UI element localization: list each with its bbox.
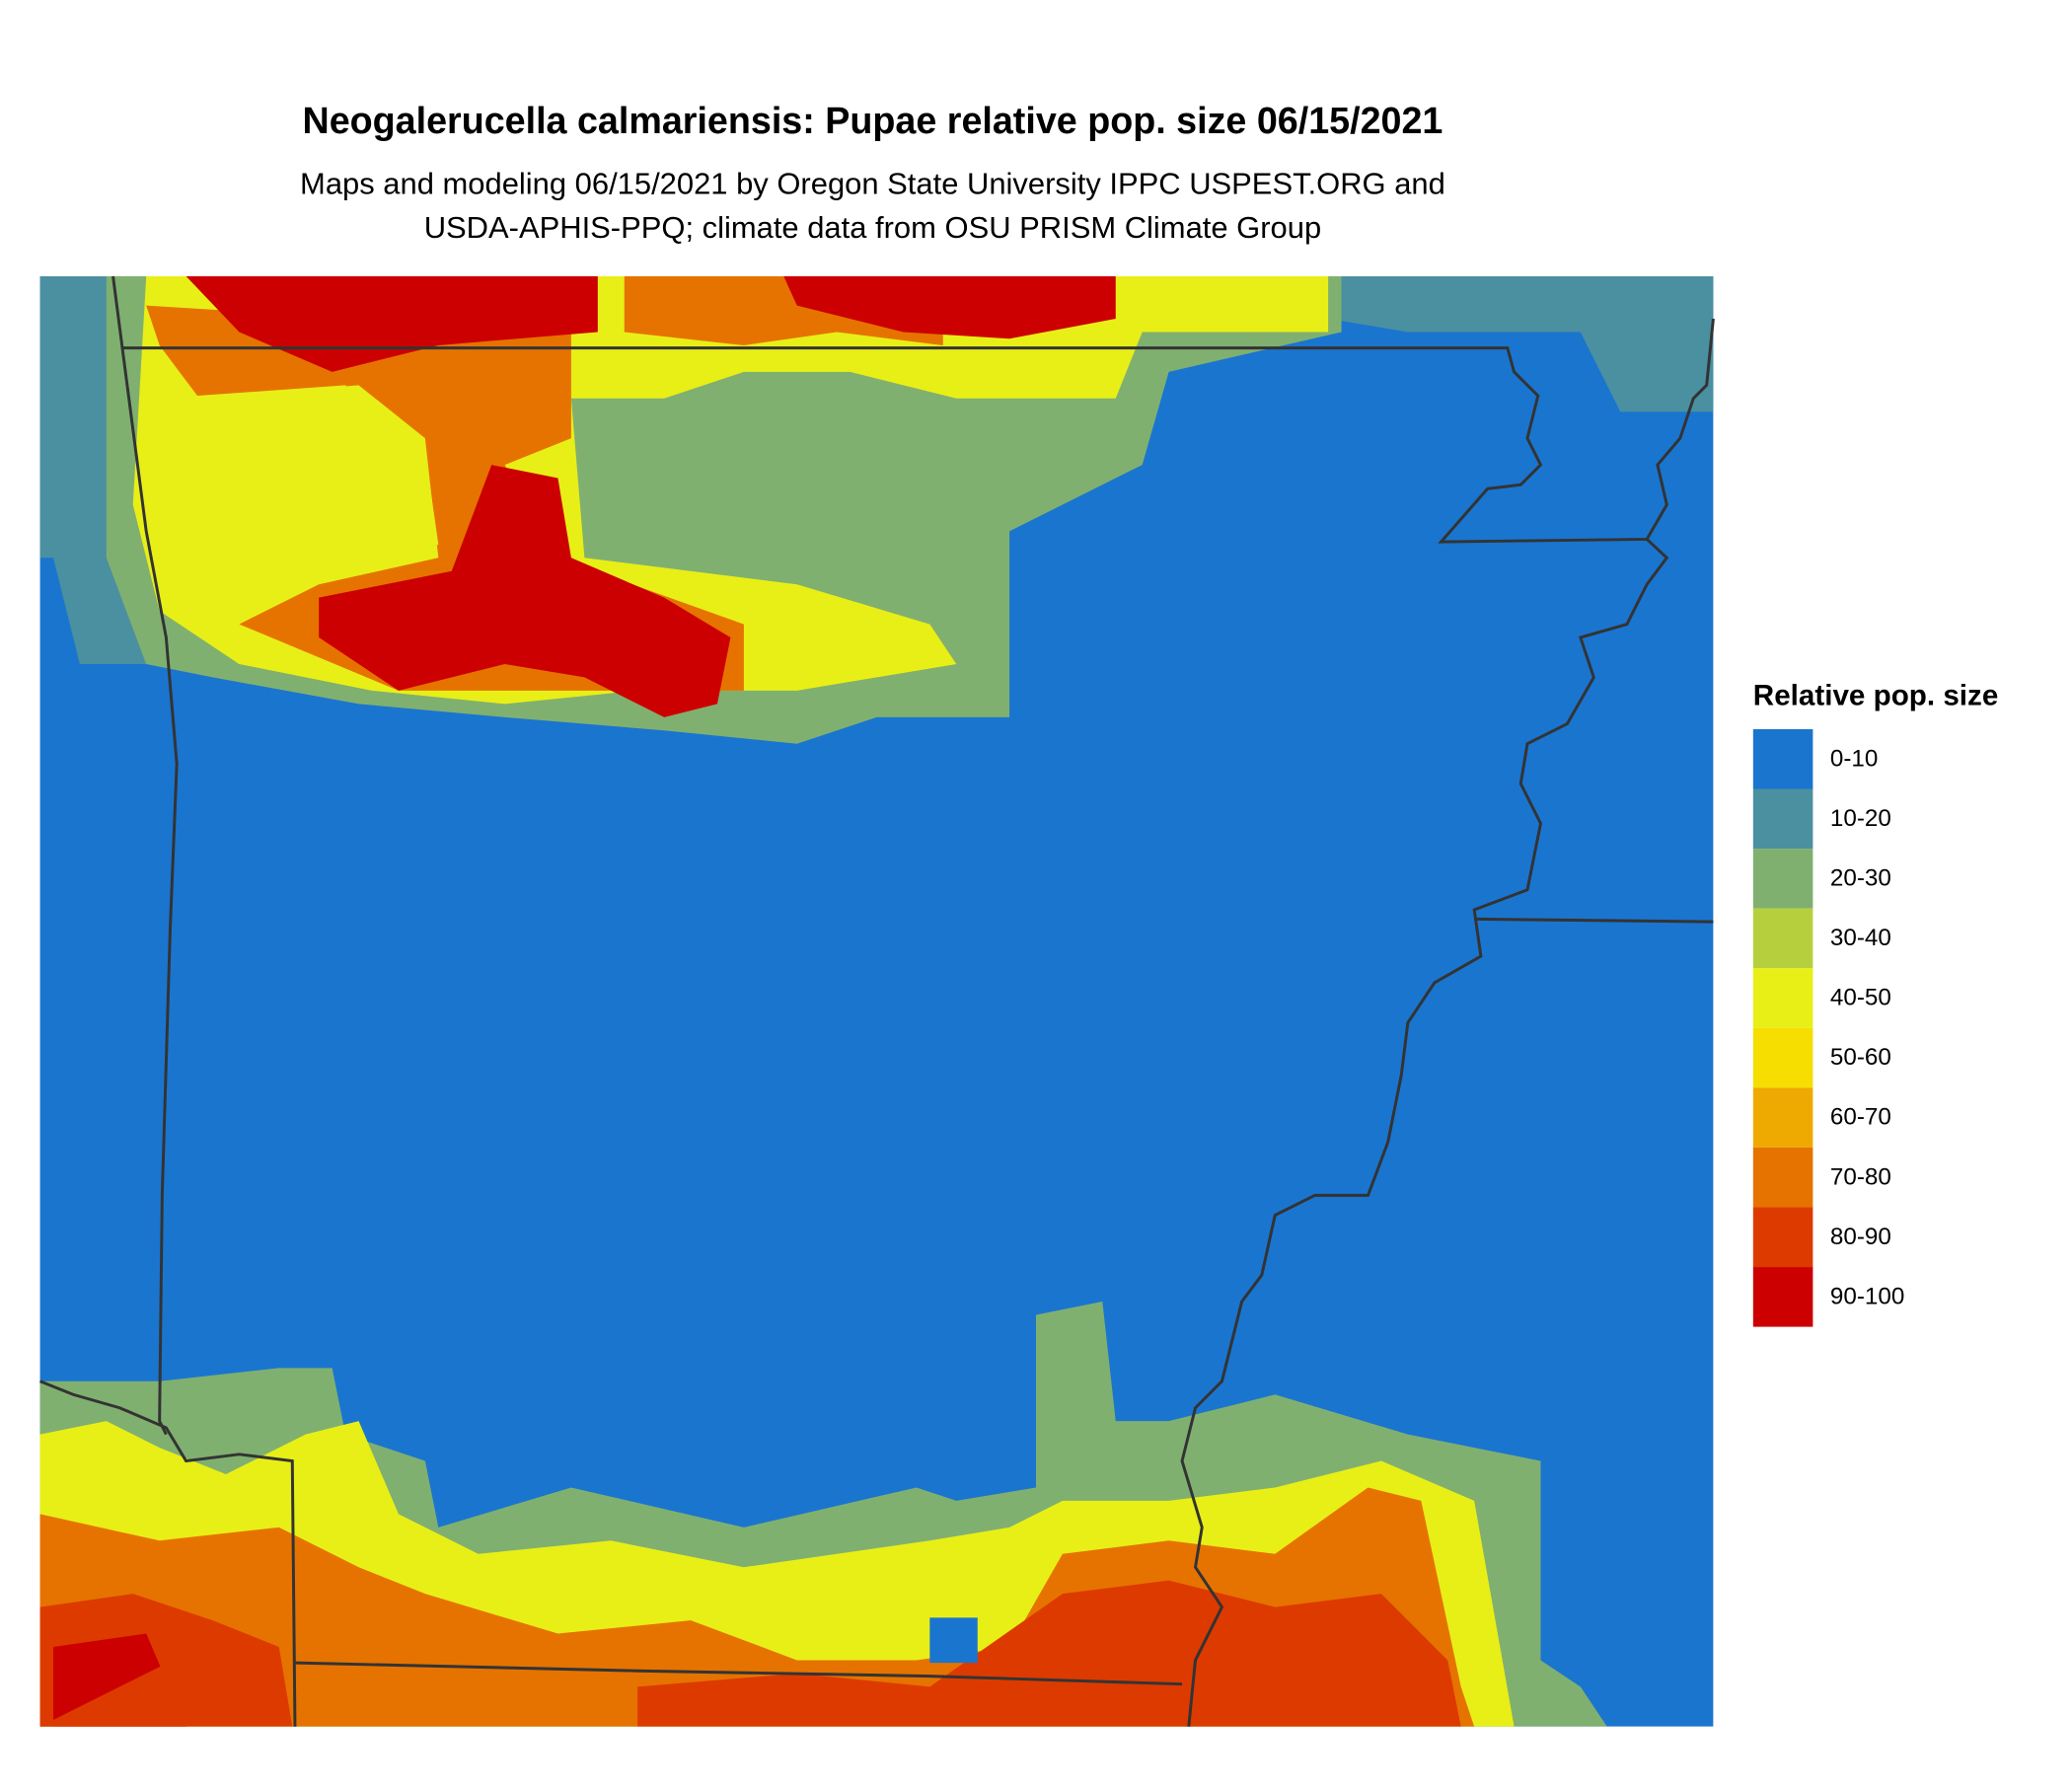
state-boundaries — [38, 275, 1715, 1727]
legend-label: 30-40 — [1830, 925, 1891, 951]
legend-swatch — [1752, 1207, 1813, 1268]
legend-swatch — [1752, 908, 1813, 969]
legend-title: Relative pop. size — [1753, 679, 1998, 711]
legend-swatch — [1752, 1027, 1813, 1088]
subtitle: USDA-APHIS-PPQ; climate data from OSU PR… — [424, 210, 1321, 245]
region — [929, 1617, 978, 1664]
legend-swatch — [1752, 1267, 1813, 1327]
state-line — [1474, 917, 1714, 924]
region — [39, 1660, 186, 1727]
region — [783, 275, 1116, 339]
legend-swatch — [1752, 849, 1813, 909]
legend-label: 70-80 — [1830, 1163, 1891, 1190]
legend-swatch — [1752, 1147, 1813, 1208]
legend-label: 60-70 — [1830, 1104, 1891, 1131]
region — [159, 385, 439, 585]
legend-swatch — [1752, 788, 1813, 850]
legend-label: 20-30 — [1830, 864, 1891, 891]
state-line — [294, 1661, 1183, 1686]
region — [1328, 275, 1714, 412]
state-line — [1180, 538, 1669, 1727]
legend-label: 0-10 — [1830, 745, 1878, 772]
title: Neogalerucella calmariensis: Pupae relat… — [303, 100, 1443, 141]
region — [319, 465, 731, 717]
subtitle: Maps and modeling 06/15/2021 by Oregon S… — [300, 167, 1445, 201]
state-line — [120, 347, 179, 1436]
map-raster — [39, 275, 1714, 1727]
legend-swatch — [1752, 1087, 1813, 1148]
state-line — [111, 275, 1715, 544]
legend-label: 40-50 — [1830, 985, 1891, 1011]
legend-label: 80-90 — [1830, 1224, 1891, 1250]
legend: 0-10 10-20 20-30 30-40 40-50 50-60 60-70 70-80 8… — [1752, 728, 1904, 1327]
legend-label: 50-60 — [1830, 1044, 1891, 1071]
legend-swatch — [1752, 728, 1813, 789]
state-line — [38, 1379, 297, 1727]
legend-swatch — [1752, 968, 1813, 1028]
legend-label: 10-20 — [1830, 805, 1891, 832]
region — [637, 1580, 1461, 1727]
legend-label: 90-100 — [1830, 1283, 1904, 1309]
